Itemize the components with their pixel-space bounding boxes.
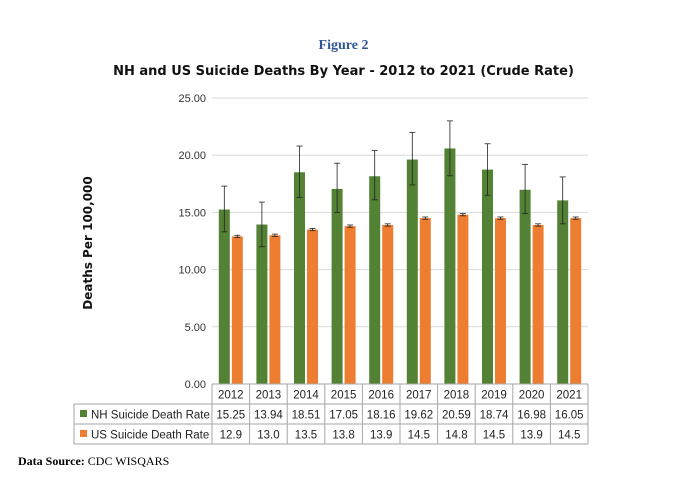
bar (256, 224, 268, 384)
bar (369, 176, 381, 384)
data-label: 17.05 (329, 410, 358, 422)
bar (344, 226, 356, 384)
bar (570, 218, 582, 384)
data-label: 13.9 (520, 430, 542, 442)
y-tick-label: 10.00 (178, 265, 206, 277)
bars (218, 148, 582, 384)
bar (495, 218, 506, 384)
data-table: 2012 2013 2014 2015 2016 2017 2018 2019 2020 2021… (73, 384, 589, 445)
error-bars (221, 120, 579, 248)
data-label: 16.05 (555, 410, 584, 422)
bar (444, 148, 456, 384)
bar (519, 189, 531, 384)
bar (218, 209, 230, 384)
x-tick-label: 2017 (406, 390, 432, 402)
data-source-value: CDC WISQARS (87, 454, 170, 468)
y-tick-label: 5.00 (185, 322, 206, 334)
x-tick-label: 2013 (256, 390, 282, 402)
data-label: 12.9 (220, 430, 242, 442)
bar (294, 172, 305, 384)
bar (231, 236, 243, 384)
data-label: 14.5 (558, 430, 580, 442)
data-label: 15.25 (216, 410, 245, 422)
data-label: 14.5 (408, 430, 430, 442)
legend-entry: NH Suicide Death Rate (91, 410, 210, 422)
data-label: 13.5 (295, 430, 317, 442)
data-label: 18.74 (480, 410, 509, 422)
bar (532, 224, 544, 384)
data-label: 19.62 (404, 410, 433, 422)
chart-title: NH and US Suicide Deaths By Year - 2012 … (113, 64, 574, 79)
axes: 0.00 5.00 10.00 15.00 20.00 25.00 Deaths Per 1… (81, 93, 588, 391)
bar (382, 224, 394, 384)
x-tick-label: 2015 (331, 390, 357, 402)
data-source-label: Data Source: (18, 454, 85, 468)
bar (482, 169, 493, 384)
figure-label: Figure 2 (318, 38, 369, 53)
data-label: 16.98 (517, 410, 546, 422)
x-tick-label: 2012 (218, 390, 244, 402)
legend-swatch (80, 430, 87, 437)
bar (557, 200, 569, 384)
bar (419, 218, 431, 384)
data-label: 20.59 (442, 410, 471, 422)
data-label: 18.16 (367, 410, 396, 422)
data-label: 18.51 (292, 410, 321, 422)
y-tick-label: 25.00 (178, 93, 206, 105)
bar (457, 214, 469, 384)
bar (269, 235, 281, 384)
x-tick-label: 2019 (481, 390, 507, 402)
y-tick-label: 0.00 (185, 379, 206, 391)
gridlines (212, 97, 588, 385)
data-label: 13.8 (332, 430, 354, 442)
data-label: 13.0 (257, 430, 279, 442)
x-tick-label: 2014 (293, 390, 319, 402)
y-axis-title: Deaths Per 100,000 (81, 176, 95, 309)
data-source: Data Source: CDC WISQARS (18, 454, 169, 469)
data-label: 13.94 (254, 410, 283, 422)
x-tick-label: 2016 (368, 390, 394, 402)
x-tick-label: 2021 (556, 390, 582, 402)
y-tick-label: 15.00 (178, 207, 206, 219)
bar (406, 159, 418, 384)
x-tick-label: 2018 (444, 390, 470, 402)
bar (307, 229, 318, 384)
bar (331, 188, 343, 384)
legend-swatch (80, 410, 87, 417)
data-label: 14.8 (445, 430, 467, 442)
data-label: 14.5 (483, 430, 505, 442)
data-label: 13.9 (370, 430, 392, 442)
x-tick-label: 2020 (519, 390, 545, 402)
y-tick-label: 20.00 (178, 150, 206, 162)
legend-entry: US Suicide Death Rate (91, 430, 209, 442)
